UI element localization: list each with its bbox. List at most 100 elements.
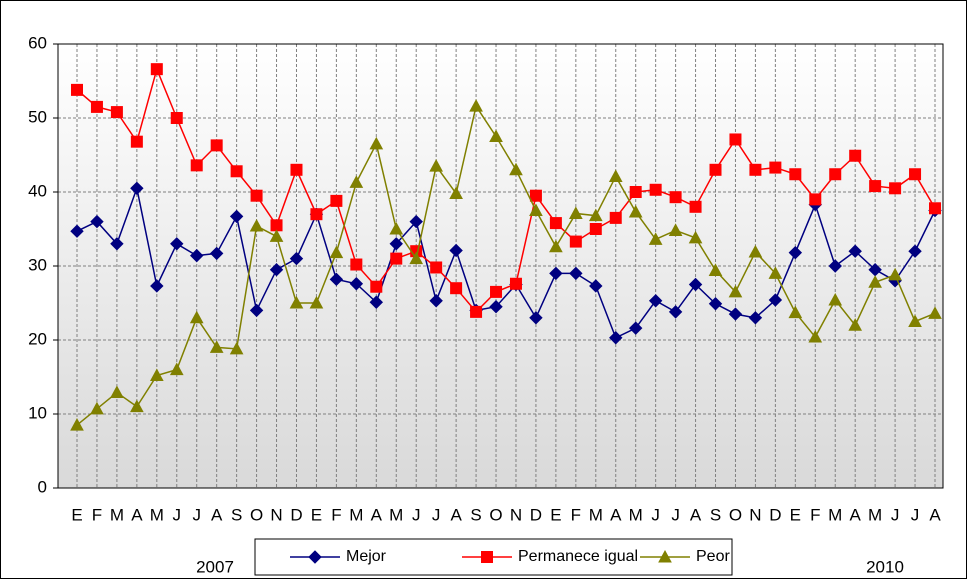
- data-point: [470, 305, 483, 318]
- data-point: [709, 163, 722, 176]
- data-point: [569, 266, 583, 281]
- series-line: [76, 185, 936, 339]
- x-tick-label: F: [331, 505, 341, 524]
- data-point: [789, 168, 802, 181]
- data-point: [628, 321, 643, 335]
- x-tick-label: M: [150, 505, 164, 524]
- data-point: [249, 303, 264, 318]
- data-point: [628, 204, 643, 218]
- x-tick-label: E: [790, 505, 801, 524]
- data-point: [169, 362, 184, 376]
- data-point: [549, 239, 563, 253]
- data-point: [429, 294, 443, 308]
- data-point: [290, 163, 303, 176]
- x-tick-label: M: [349, 505, 363, 524]
- x-tick-label: E: [71, 505, 82, 524]
- data-point: [489, 299, 503, 314]
- x-tick-label: O: [729, 505, 742, 524]
- data-point: [629, 186, 642, 198]
- data-point: [908, 244, 922, 258]
- data-point: [110, 106, 123, 119]
- data-point: [748, 311, 763, 325]
- x-tick-label: J: [891, 505, 900, 524]
- data-point: [788, 245, 803, 260]
- data-point: [848, 318, 863, 331]
- x-tick-label: F: [92, 505, 102, 524]
- x-tick-label: O: [250, 505, 263, 524]
- data-point: [130, 135, 143, 148]
- y-tick-label: 60: [28, 33, 47, 52]
- data-point: [409, 251, 424, 265]
- y-tick-label: 50: [28, 107, 47, 126]
- x-tick-label: M: [110, 505, 124, 524]
- data-point: [409, 214, 423, 229]
- legend-label: Mejor: [346, 548, 387, 565]
- data-point: [71, 83, 83, 96]
- legend-label: Permanece igual: [518, 548, 638, 565]
- data-point: [130, 181, 144, 196]
- x-tick-label: N: [510, 505, 522, 524]
- x-tick-label: J: [173, 505, 182, 524]
- data-point: [490, 285, 503, 298]
- data-point: [210, 139, 223, 152]
- legend-marker: [308, 550, 322, 564]
- data-point: [708, 263, 723, 276]
- data-point: [170, 112, 183, 124]
- data-point: [769, 161, 782, 174]
- data-point: [170, 237, 184, 251]
- data-point: [648, 294, 663, 308]
- data-point: [110, 237, 124, 251]
- data-point: [369, 295, 384, 309]
- x-tick-label: S: [470, 505, 481, 524]
- x-tick-label: S: [710, 505, 721, 524]
- x-tick-label: O: [489, 505, 502, 524]
- data-point: [90, 214, 104, 229]
- x-tick-label: D: [769, 505, 781, 524]
- data-point: [489, 129, 503, 142]
- data-point: [848, 244, 862, 258]
- data-point: [70, 224, 84, 238]
- data-point: [708, 297, 723, 311]
- y-tick-label: 40: [28, 181, 47, 200]
- data-point: [668, 223, 683, 236]
- data-point: [929, 202, 941, 215]
- data-point: [889, 182, 902, 195]
- data-point: [209, 246, 224, 261]
- x-tick-label: E: [311, 505, 322, 524]
- year-label: 2010: [866, 557, 904, 576]
- data-point: [329, 245, 344, 259]
- data-point: [748, 244, 763, 258]
- year-label: 2007: [196, 557, 234, 576]
- data-point: [389, 237, 403, 251]
- data-point: [329, 272, 344, 287]
- data-point: [728, 307, 743, 321]
- data-point: [849, 149, 862, 162]
- data-point: [568, 206, 583, 219]
- data-point: [828, 259, 842, 273]
- data-point: [908, 314, 922, 327]
- data-point: [729, 133, 742, 146]
- y-tick-label: 0: [38, 477, 47, 496]
- x-tick-label: M: [629, 505, 643, 524]
- x-tick-label: F: [810, 505, 820, 524]
- data-point: [390, 252, 403, 265]
- data-point: [269, 262, 284, 277]
- data-point: [648, 232, 663, 245]
- data-point: [788, 305, 803, 319]
- data-point: [150, 63, 163, 76]
- data-point: [190, 248, 204, 263]
- data-point: [349, 175, 364, 188]
- data-point: [809, 193, 822, 206]
- x-tick-label: J: [651, 505, 660, 524]
- data-point: [928, 306, 942, 319]
- data-point: [229, 341, 244, 355]
- data-point: [429, 159, 444, 172]
- x-tick-label: A: [929, 505, 941, 524]
- x-tick-label: A: [371, 505, 383, 524]
- data-point: [669, 191, 682, 204]
- x-tick-label: A: [850, 505, 862, 524]
- x-tick-label: F: [571, 505, 581, 524]
- x-tick-label: M: [868, 505, 882, 524]
- legend-marker: [658, 549, 672, 563]
- data-point: [309, 295, 324, 309]
